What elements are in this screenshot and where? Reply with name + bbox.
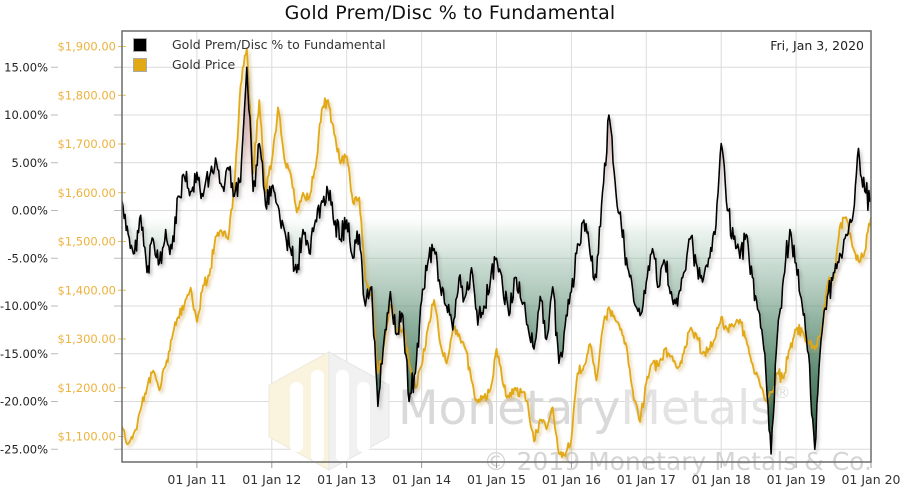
- y-axis-tick-label-price: $1,500.00: [57, 235, 116, 249]
- y-axis-tick-label-price: $1,400.00: [57, 283, 116, 297]
- series-gold-price-line[interactable]: [122, 48, 871, 458]
- monetary-metals-logo: [268, 351, 390, 471]
- y-axis-tick-label-price: $1,900.00: [57, 40, 116, 54]
- y-axis-tick-label-percent: -20.00%: [0, 395, 48, 409]
- watermark-brand: MonetaryMetals®: [398, 381, 791, 436]
- legend-swatch-premdisc: [133, 37, 147, 52]
- y-axis-tick-label-price: $1,600.00: [57, 186, 116, 200]
- x-axis-tick-label: 01 Jan 16: [542, 472, 601, 487]
- y-axis-tick-label-percent: -10.00%: [0, 299, 48, 313]
- legend-swatch-gold-price: [133, 57, 147, 72]
- x-axis-tick-label: 01 Jan 13: [317, 472, 376, 487]
- date-annotation: Fri, Jan 3, 2020: [770, 38, 864, 53]
- y-axis-tick-label-price: $1,100.00: [57, 430, 116, 444]
- x-axis-tick-label: 01 Jan 12: [242, 472, 301, 487]
- x-axis-tick-label: 01 Jan 17: [617, 472, 676, 487]
- legend-item-gold-price[interactable]: Gold Price: [133, 57, 386, 72]
- y-axis-tick-label-percent: 10.00%: [4, 108, 48, 122]
- plot-border: [121, 30, 872, 463]
- legend-label-premdisc: Gold Prem/Disc % to Fundamental: [172, 37, 386, 52]
- y-axis-tick-label-percent: -5.00%: [7, 251, 48, 265]
- series-premdisc-line[interactable]: [122, 66, 871, 455]
- legend-label-gold-price: Gold Price: [172, 57, 236, 72]
- y-axis-tick-label-percent: -15.00%: [0, 347, 48, 361]
- y-axis-tick-label-price: $1,200.00: [57, 381, 116, 395]
- x-axis-tick-label: 01 Jan 20: [841, 472, 900, 487]
- y-axis-tick-label-price: $1,300.00: [57, 332, 116, 346]
- y-axis-tick-label-price: $1,800.00: [57, 88, 116, 102]
- x-axis-tick-label: 01 Jan 19: [767, 472, 826, 487]
- legend: Gold Prem/Disc % to Fundamental Gold Pri…: [133, 37, 386, 72]
- x-axis-tick-label: 01 Jan 15: [467, 472, 526, 487]
- x-axis-tick-label: 01 Jan 11: [167, 472, 226, 487]
- y-axis-tick-label-percent: 15.00%: [4, 60, 48, 74]
- chart-title: Gold Prem/Disc % to Fundamental: [284, 2, 616, 24]
- x-axis-tick-label: 01 Jan 14: [392, 472, 451, 487]
- legend-item-premdisc[interactable]: Gold Prem/Disc % to Fundamental: [133, 37, 386, 52]
- y-axis-tick-label-price: $1,700.00: [57, 137, 116, 151]
- x-axis-tick-label: 01 Jan 18: [692, 472, 751, 487]
- axis-ticks-and-labels: 15.00% 10.00% 5.00% 0.00% -5.00% -10.00% -15.0…: [0, 40, 900, 488]
- y-axis-tick-label-percent: 5.00%: [11, 156, 48, 170]
- y-axis-tick-label-percent: -25.00%: [0, 442, 48, 456]
- y-axis-tick-label-percent: 0.00%: [11, 204, 48, 218]
